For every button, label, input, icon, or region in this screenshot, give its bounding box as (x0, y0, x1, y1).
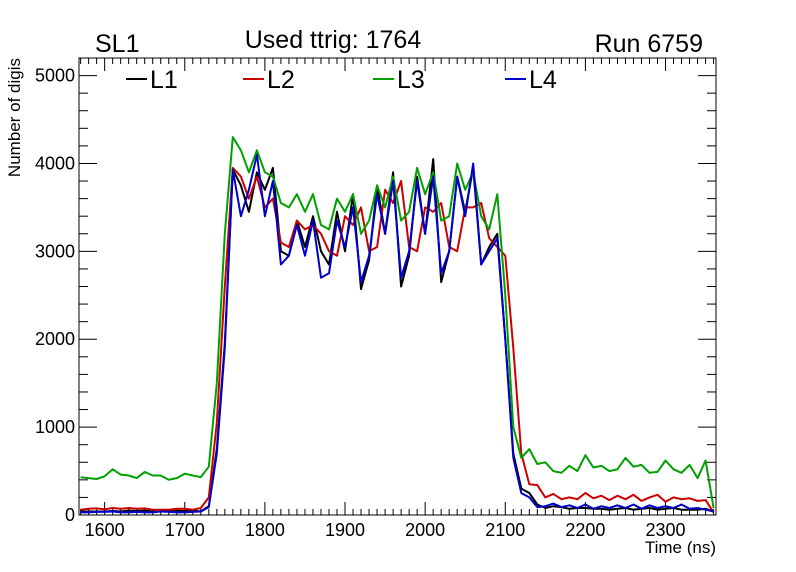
series-line-l3 (80, 136, 715, 509)
series-line-l2 (80, 166, 715, 513)
series-line-l1 (80, 158, 714, 513)
x-tick-label: 1800 (245, 520, 285, 540)
tick-labels: 1600 1700 1800 1900 2000 2100 2200 2300 0 1000 200… (35, 66, 686, 540)
tick-marks (79, 57, 716, 516)
series-line-l4 (80, 153, 714, 514)
x-tick-label: 1900 (325, 520, 365, 540)
plot-frame (78, 57, 717, 516)
legend-label-l4: L4 (529, 66, 557, 94)
x-tick-label: 1700 (165, 520, 205, 540)
y-tick-label: 3000 (35, 241, 75, 261)
x-axis-title: Time (ns) (645, 538, 716, 557)
plot-area: 1600 1700 1800 1900 2000 2100 2200 2300 0 1000 200… (35, 57, 717, 540)
y-tick-label: 5000 (35, 66, 75, 86)
legend-label-l1: L1 (150, 66, 178, 94)
y-tick-label: 0 (65, 505, 75, 525)
y-tick-label: 2000 (35, 329, 75, 349)
y-tick-label: 1000 (35, 417, 75, 437)
y-tick-label: 4000 (35, 153, 75, 173)
y-axis-title: Number of digis (5, 58, 24, 177)
legend-label-l2: L2 (267, 66, 295, 94)
legend: L1 L2 L3 L4 (126, 66, 557, 94)
header-left-label: SL1 (95, 30, 139, 58)
legend-label-l3: L3 (397, 66, 425, 94)
x-tick-label: 1600 (85, 520, 125, 540)
header-center-label: Used ttrig: 1764 (245, 26, 422, 54)
x-tick-label: 2000 (405, 520, 445, 540)
x-tick-label: 2200 (565, 520, 605, 540)
series-lines (80, 136, 715, 514)
x-tick-label: 2300 (645, 520, 685, 540)
header-right-label: Run 6759 (595, 30, 703, 58)
x-tick-label: 2100 (485, 520, 525, 540)
